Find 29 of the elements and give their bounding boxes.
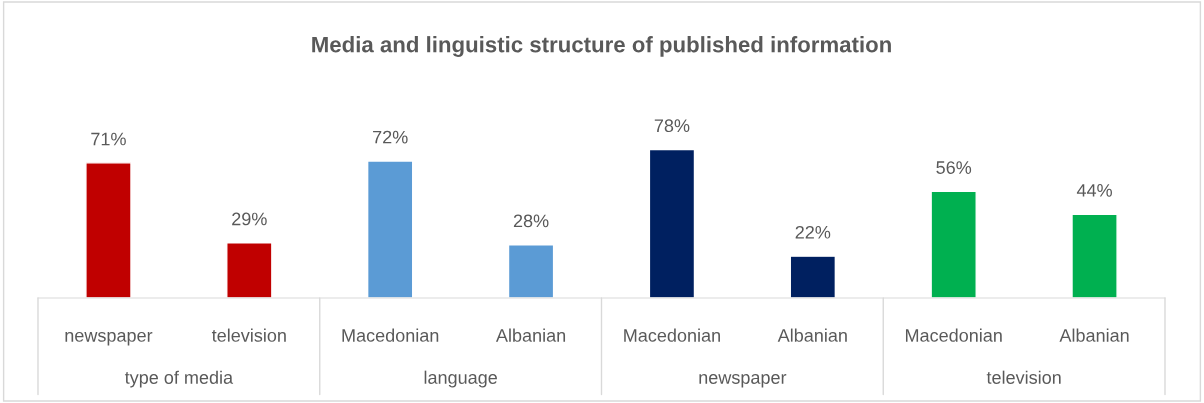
bar [930, 190, 977, 298]
bar [507, 244, 555, 298]
x-tick-label: Macedonian [342, 328, 439, 342]
text: television [986, 370, 1061, 384]
x-tick-label: Albanian [777, 328, 847, 342]
data-label: 71% [91, 132, 126, 146]
text: language [424, 370, 497, 388]
x-tick-label: Macedonian [624, 328, 720, 342]
data-label: 44% [1076, 184, 1112, 197]
bar [648, 148, 696, 298]
x-tick-label: newspaper [65, 331, 153, 346]
bar [366, 160, 414, 298]
text: type of media [124, 370, 234, 388]
bar [85, 162, 132, 298]
data-label: 78% [654, 119, 690, 133]
data-label: 22% [795, 225, 831, 239]
x-tick-label: Albanian [1059, 328, 1129, 342]
text: newspaper [699, 374, 787, 388]
bar [226, 242, 273, 298]
bar [789, 255, 837, 298]
data-label: 56% [936, 161, 972, 174]
bar [1071, 213, 1118, 298]
x-tick-label: Albanian [495, 328, 566, 342]
chart-title: Media and linguistic structure of published information [312, 36, 891, 57]
data-label: 72% [373, 130, 408, 144]
data-label: 28% [513, 214, 549, 228]
data-label: 29% [232, 212, 267, 226]
x-tick-label: Macedonian [905, 328, 1002, 342]
x-tick-label: television [211, 328, 286, 342]
